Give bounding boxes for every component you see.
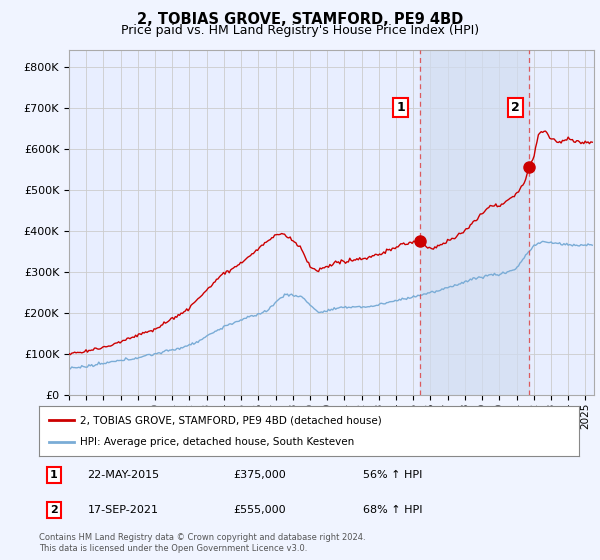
Bar (420, 50, 529, 395)
Text: 2: 2 (511, 101, 520, 114)
Text: £375,000: £375,000 (233, 470, 286, 480)
Text: 68% ↑ HPI: 68% ↑ HPI (363, 505, 422, 515)
Text: 22-MAY-2015: 22-MAY-2015 (88, 470, 160, 480)
Text: HPI: Average price, detached house, South Kesteven: HPI: Average price, detached house, Sout… (79, 437, 354, 447)
Text: 2, TOBIAS GROVE, STAMFORD, PE9 4BD: 2, TOBIAS GROVE, STAMFORD, PE9 4BD (137, 12, 463, 27)
Text: 17-SEP-2021: 17-SEP-2021 (88, 505, 158, 515)
Text: 1: 1 (397, 101, 405, 114)
Text: £555,000: £555,000 (233, 505, 286, 515)
Text: 2: 2 (50, 505, 58, 515)
Text: Price paid vs. HM Land Registry's House Price Index (HPI): Price paid vs. HM Land Registry's House … (121, 24, 479, 36)
Text: 2, TOBIAS GROVE, STAMFORD, PE9 4BD (detached house): 2, TOBIAS GROVE, STAMFORD, PE9 4BD (deta… (79, 415, 381, 425)
Text: 56% ↑ HPI: 56% ↑ HPI (363, 470, 422, 480)
Text: 1: 1 (50, 470, 58, 480)
Text: Contains HM Land Registry data © Crown copyright and database right 2024.
This d: Contains HM Land Registry data © Crown c… (39, 533, 365, 553)
